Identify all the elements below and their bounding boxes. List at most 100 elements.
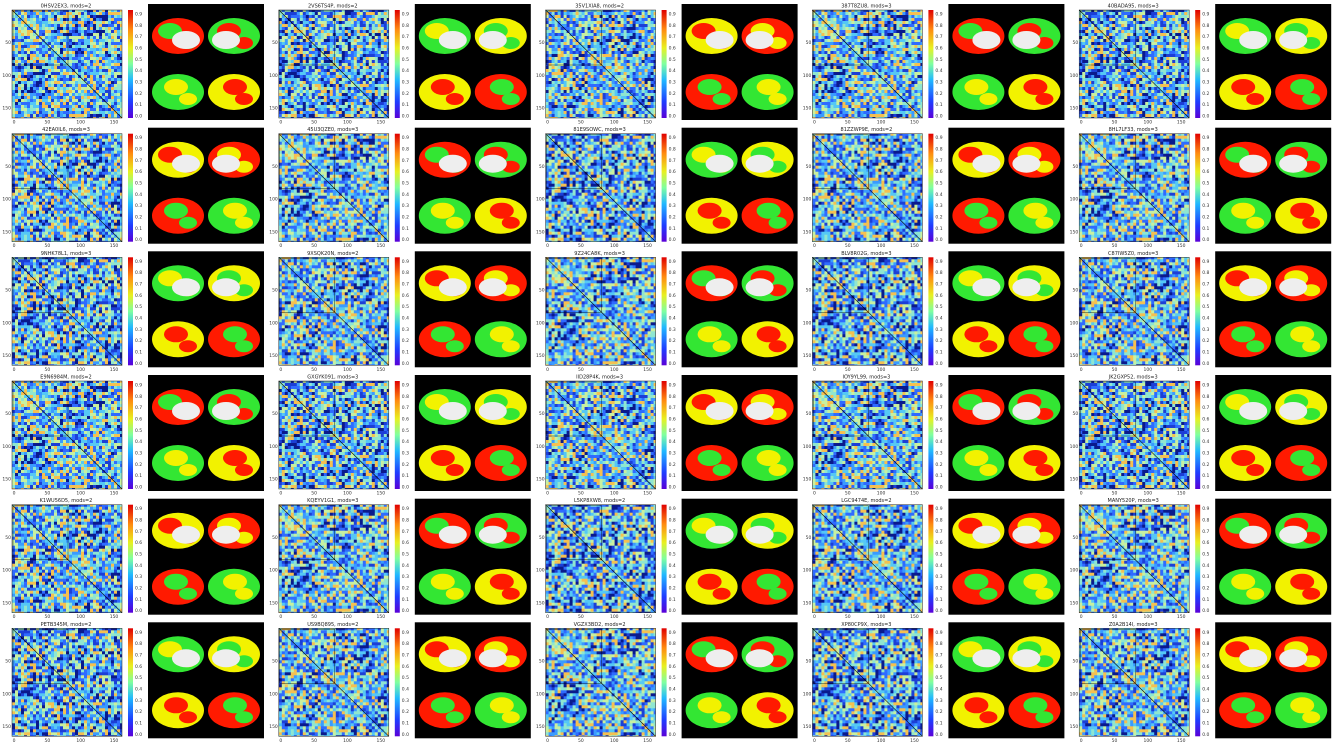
- panel: LGC9474E, mods=2 0 50 100 150 50 100 150 0.0 0.1 0…: [803, 498, 1065, 620]
- x-tick-label: 150: [910, 120, 919, 126]
- colorbar-tick-label: 0.4: [669, 686, 676, 692]
- x-tick-label: 100: [610, 243, 619, 249]
- brain-medial: [172, 31, 200, 49]
- panel: BLV8R02G, mods=3 0 50 100 150 50 100 150 0.0 0.1 0…: [803, 251, 1065, 373]
- brain-region: [756, 697, 781, 714]
- colorbar-tick-label: 0.3: [1202, 203, 1209, 209]
- colorbar: [394, 504, 400, 613]
- y-tick-label: 100: [269, 73, 278, 79]
- brain-region: [697, 450, 722, 466]
- x-tick-label: 0: [813, 120, 816, 126]
- colorbar-tick-label: 0.9: [135, 259, 142, 265]
- module-block: [12, 134, 69, 189]
- x-tick-label: 0: [546, 614, 549, 620]
- x-tick-label: 0: [13, 738, 16, 742]
- panel: 8HL7LF33, mods=3 0 50 100 150 50 100 150 0.0 0.1 0…: [1070, 127, 1332, 249]
- x-tick-label: 50: [44, 120, 50, 126]
- y-tick-label: 50: [1072, 40, 1078, 46]
- colorbar-tick-label: 0.9: [402, 630, 409, 636]
- brain-region: [501, 464, 520, 476]
- panel: 0HSV2EX3, mods=2 0 50 100 150 50 100 150 0.0 0.1 0…: [2, 4, 264, 126]
- colorbar-tick-label: 0.7: [402, 529, 409, 535]
- panel: E9N6984M, mods=2 0 50 100 150 50 100 150 0.0 0.1 0…: [2, 375, 264, 497]
- colorbar-tick-label: 0.8: [402, 394, 409, 400]
- x-tick-label: 100: [1144, 120, 1153, 126]
- colorbar-tick-label: 0.2: [135, 338, 142, 344]
- brain-region: [1302, 216, 1321, 229]
- x-tick-label: 50: [311, 367, 317, 373]
- colorbar-tick-label: 0.3: [935, 327, 942, 333]
- colorbar-tick-label: 0.2: [402, 338, 409, 344]
- y-tick-label: 50: [1072, 164, 1078, 170]
- brain-region: [164, 450, 188, 466]
- colorbar-tick-label: 0.5: [1202, 675, 1209, 681]
- colorbar-tick-label: 0.2: [935, 586, 942, 592]
- panel: 9XSQK20N, mods=2 0 50 100 150 50 100 150 0.0 0.1 0…: [269, 251, 531, 373]
- colorbar: [128, 628, 133, 737]
- colorbar: [394, 381, 400, 489]
- brain-region: [164, 697, 188, 714]
- diagonal: [11, 9, 123, 119]
- brain-region: [768, 340, 787, 353]
- brain-region: [964, 573, 989, 590]
- x-tick-label: 100: [76, 367, 85, 373]
- x-tick-label: 150: [643, 120, 652, 126]
- colorbar-tick-label: 0.1: [669, 226, 676, 232]
- x-tick-label: 150: [643, 491, 652, 497]
- colorbar-tick-label: 0.4: [135, 563, 142, 569]
- x-tick-label: 0: [279, 120, 282, 126]
- brain-medial: [705, 402, 734, 420]
- brain-region: [697, 697, 722, 714]
- diagonal: [11, 380, 123, 490]
- colorbar-tick-label: 0.4: [135, 192, 142, 198]
- colorbar-tick-label: 0.3: [1202, 80, 1209, 86]
- brain-region: [179, 216, 197, 229]
- colorbar-tick-label: 0.1: [135, 597, 142, 603]
- x-tick-label: 100: [76, 738, 85, 742]
- colorbar-tick-label: 0.0: [135, 608, 142, 614]
- brain-medial: [1012, 525, 1041, 544]
- brain-region: [1231, 450, 1256, 466]
- colorbar-tick-label: 0.6: [935, 540, 942, 546]
- y-tick-label: 150: [2, 229, 11, 235]
- module-block: [1079, 629, 1136, 684]
- colorbar-tick-label: 0.2: [135, 709, 142, 715]
- colorbar-tick-label: 0.2: [935, 338, 942, 344]
- brain-region: [1290, 202, 1315, 219]
- colorbar-tick-label: 0.2: [669, 338, 676, 344]
- brain-region: [979, 587, 998, 600]
- x-tick-label: 100: [610, 491, 619, 497]
- y-tick-label: 100: [2, 73, 11, 79]
- colorbar-tick-label: 0.7: [135, 34, 142, 40]
- x-tick-label: 100: [610, 738, 619, 742]
- x-tick-label: 100: [76, 491, 85, 497]
- colorbar-tick-label: 0.9: [1202, 135, 1209, 141]
- x-tick-label: 100: [1144, 614, 1153, 620]
- colorbar-tick-label: 0.9: [135, 630, 142, 636]
- x-tick-label: 50: [845, 243, 851, 249]
- x-tick-label: 50: [44, 614, 50, 620]
- y-tick-label: 150: [536, 353, 545, 359]
- diagonal: [1078, 133, 1190, 242]
- colorbar-tick-label: 0.0: [402, 608, 409, 614]
- brain-medial: [972, 525, 1001, 544]
- colorbar-tick-label: 0.5: [669, 304, 676, 310]
- colorbar-tick-label: 0.9: [669, 630, 676, 636]
- colorbar-tick-label: 0.1: [402, 473, 409, 479]
- colorbar-tick-label: 0.8: [135, 394, 142, 400]
- brain-medial: [1012, 402, 1041, 420]
- x-tick-label: 100: [343, 614, 352, 620]
- x-tick-label: 150: [110, 738, 119, 742]
- colorbar-tick-label: 0.6: [669, 417, 676, 423]
- colorbar-tick-label: 0.6: [669, 46, 676, 52]
- brain-region: [1231, 326, 1256, 343]
- colorbar-tick-label: 0.3: [402, 327, 409, 333]
- colorbar-tick-label: 0.7: [1202, 652, 1209, 658]
- panel: VGZX3BD2, mods=2 0 50 100 150 50 100 150 0.0 0.1 0…: [536, 622, 798, 742]
- colorbar-tick-label: 0.6: [1202, 169, 1209, 175]
- y-tick-label: 50: [539, 40, 545, 46]
- y-tick-label: 100: [1070, 73, 1079, 79]
- y-tick-label: 150: [803, 477, 812, 483]
- diagonal: [545, 133, 656, 242]
- brain-region: [223, 573, 247, 590]
